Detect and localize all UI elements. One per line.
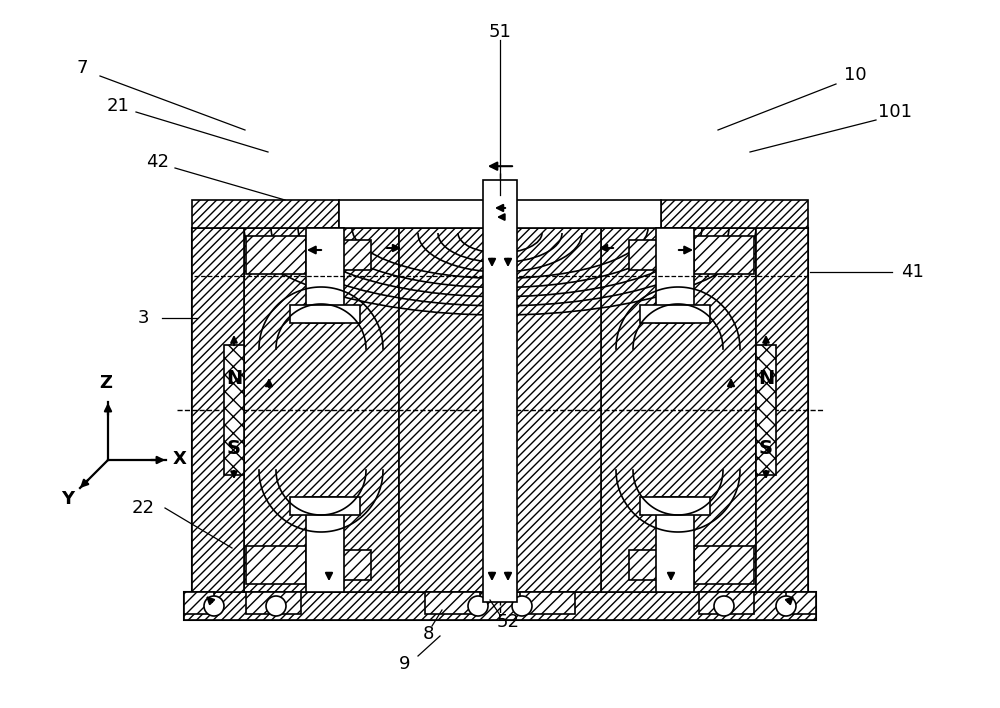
Bar (326, 550, 371, 580)
Bar (629, 240, 674, 270)
Text: 51: 51 (489, 23, 511, 41)
Text: S: S (227, 438, 241, 457)
Bar (290, 497, 360, 515)
Bar (192, 228, 808, 592)
Circle shape (468, 596, 488, 616)
Bar (306, 497, 344, 592)
Text: 52: 52 (496, 613, 520, 631)
Bar (246, 236, 306, 274)
Bar (640, 305, 710, 323)
Text: 7: 7 (76, 59, 88, 77)
Bar (192, 200, 339, 228)
Bar (656, 497, 694, 592)
Bar (244, 228, 399, 592)
Bar (246, 592, 301, 614)
Circle shape (266, 596, 286, 616)
Bar (326, 240, 371, 270)
Bar (500, 228, 601, 592)
Bar (425, 592, 480, 614)
Bar (306, 228, 344, 323)
Circle shape (204, 596, 224, 616)
Text: 3: 3 (137, 309, 149, 327)
Bar (640, 497, 710, 515)
Text: 41: 41 (901, 263, 923, 281)
Bar (339, 200, 661, 228)
Bar (184, 592, 214, 614)
Circle shape (776, 596, 796, 616)
Text: Z: Z (100, 374, 112, 392)
Text: Y: Y (61, 490, 75, 508)
Bar (224, 345, 244, 475)
Text: 8: 8 (422, 625, 434, 643)
Text: 101: 101 (878, 103, 912, 121)
Bar (290, 305, 360, 323)
Bar (786, 592, 816, 614)
Bar (694, 546, 754, 584)
Bar (601, 228, 756, 592)
Bar (756, 345, 776, 475)
Bar (483, 180, 517, 602)
Bar (656, 228, 694, 323)
Text: X: X (173, 450, 187, 468)
Text: N: N (758, 368, 774, 387)
Text: 21: 21 (107, 97, 129, 115)
Bar (192, 228, 244, 592)
Bar (520, 592, 575, 614)
Circle shape (512, 596, 532, 616)
Bar (694, 236, 754, 274)
Circle shape (714, 596, 734, 616)
Bar (756, 228, 808, 592)
Bar (184, 592, 816, 620)
Text: 10: 10 (844, 66, 866, 84)
Bar (629, 550, 674, 580)
Bar (246, 546, 306, 584)
Text: 9: 9 (399, 655, 411, 673)
Text: N: N (226, 368, 242, 387)
Text: 22: 22 (132, 499, 154, 517)
Bar (699, 592, 754, 614)
Text: S: S (759, 438, 773, 457)
Text: 42: 42 (146, 153, 170, 171)
Bar (399, 228, 500, 592)
Bar (661, 200, 808, 228)
Bar (184, 592, 816, 620)
